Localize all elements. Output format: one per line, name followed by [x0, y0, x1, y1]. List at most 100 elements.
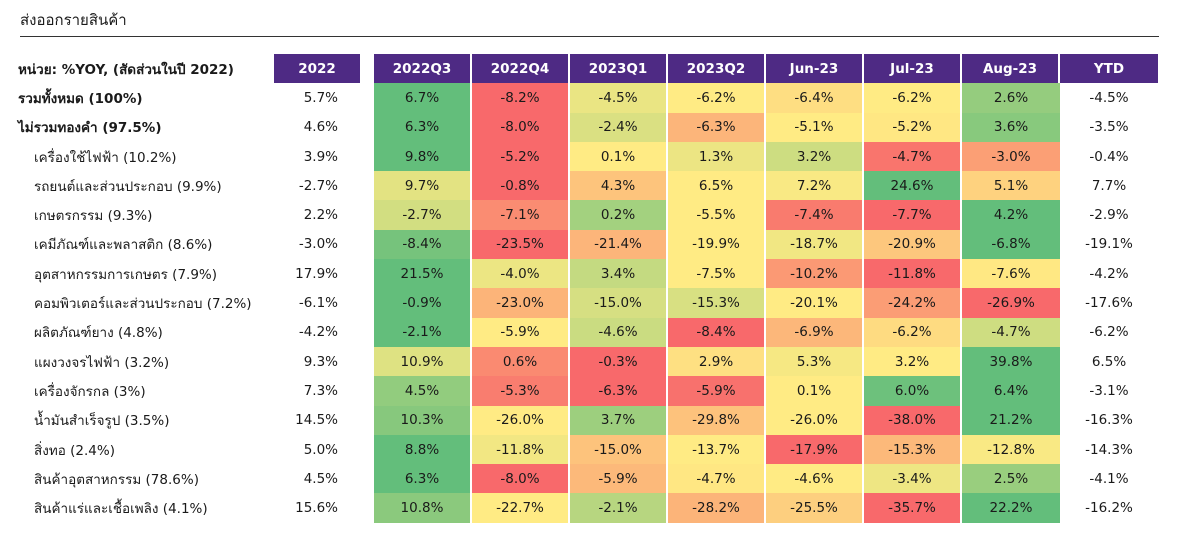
- column-gap: [360, 288, 374, 317]
- heatmap-cell: -7.6%: [962, 259, 1060, 289]
- heatmap-cell: -0.8%: [472, 171, 570, 201]
- heatmap-cell: 4.2%: [962, 200, 1060, 230]
- column-gap: [360, 318, 374, 347]
- heatmap-cell: 6.3%: [374, 112, 472, 142]
- table-row: สินค้าแร่และเชื้อเพลิง (4.1%) 15.6% 10.8% -…: [18, 493, 1158, 523]
- heatmap-cell: -15.3%: [864, 434, 962, 465]
- heatmap-cell: -6.3%: [668, 112, 766, 142]
- column-header: Jul-23: [864, 54, 962, 84]
- heatmap-cell: 3.2%: [864, 346, 962, 377]
- table-row: รวมทั้งหมด (100%) 5.7% 6.7% -8.2% -4.5% -6.2%…: [18, 83, 1158, 113]
- row-label: เครื่องใช้ไฟฟ้า (10.2%): [34, 149, 177, 166]
- heatmap-cell: -7.4%: [766, 200, 864, 230]
- row-label: อุตสาหกรรมการเกษตร (7.9%): [34, 266, 218, 283]
- title-divider: [20, 36, 1159, 37]
- column-gap: [360, 171, 374, 200]
- heatmap-cell: -8.2%: [472, 83, 570, 113]
- row-label: แผงวงจรไฟฟ้า (3.2%): [34, 354, 170, 371]
- cell-ytd: -14.3%: [1085, 441, 1133, 458]
- heatmap-cell: 21.5%: [374, 259, 472, 289]
- table-row: คอมพิวเตอร์และส่วนประกอบ (7.2%) -6.1% -0.9…: [18, 288, 1158, 318]
- heatmap-cell: -24.2%: [864, 288, 962, 318]
- cell-2022: 5.0%: [303, 441, 338, 458]
- heatmap-cell: 8.8%: [374, 434, 472, 465]
- heatmap-cell: 39.8%: [962, 346, 1060, 377]
- heatmap-cell: -0.3%: [570, 346, 668, 377]
- cell-ytd: -16.2%: [1085, 500, 1133, 517]
- column-header: 2022: [274, 54, 360, 84]
- column-header: Aug-23: [962, 54, 1060, 84]
- heatmap-cell: 6.3%: [374, 464, 472, 494]
- column-header: Jun-23: [766, 54, 864, 84]
- heatmap-cell: 10.9%: [374, 346, 472, 377]
- export-growth-table: หน่วย: %YOY, (สัดส่วนในปี 2022) 2022 202…: [18, 54, 1158, 523]
- cell-ytd: -17.6%: [1085, 295, 1133, 312]
- heatmap-cell: -2.7%: [374, 200, 472, 230]
- heatmap-cell: 0.1%: [766, 376, 864, 406]
- heatmap-cell: -6.2%: [864, 83, 962, 113]
- table-row: ไม่รวมทองคำ (97.5%) 4.6% 6.3% -8.0% -2.4% -6.…: [18, 112, 1158, 142]
- cell-2022: 2.2%: [303, 207, 338, 224]
- cell-2022: -6.1%: [298, 295, 338, 312]
- heatmap-cell: -6.8%: [962, 229, 1060, 260]
- heatmap-cell: -3.0%: [962, 141, 1060, 172]
- heatmap-cell: -8.0%: [472, 464, 570, 494]
- heatmap-cell: 2.5%: [962, 464, 1060, 494]
- cell-2022: 4.5%: [303, 470, 338, 487]
- heatmap-cell: 22.2%: [962, 493, 1060, 523]
- column-gap: [360, 54, 374, 84]
- cell-ytd: -4.5%: [1089, 89, 1129, 106]
- row-label: รถยนต์และส่วนประกอบ (9.9%): [34, 178, 222, 195]
- cell-2022: 4.6%: [303, 119, 338, 136]
- table-row: สิ่งทอ (2.4%) 5.0% 8.8% -11.8% -15.0% -13.7% -…: [18, 434, 1158, 465]
- heatmap-cell: 6.7%: [374, 83, 472, 113]
- column-gap: [360, 200, 374, 229]
- heatmap-cell: -17.9%: [766, 434, 864, 465]
- column-header: YTD: [1060, 54, 1158, 84]
- row-label: เคมีภัณฑ์และพลาสติก (8.6%): [34, 237, 213, 254]
- row-label: เครื่องจักรกล (3%): [34, 383, 146, 400]
- table-row: เครื่องจักรกล (3%) 7.3% 4.5% -5.3% -6.3% -5.9…: [18, 376, 1158, 406]
- heatmap-cell: -35.7%: [864, 493, 962, 523]
- heatmap-cell: 24.6%: [864, 171, 962, 201]
- table-body: รวมทั้งหมด (100%) 5.7% 6.7% -8.2% -4.5% -6.2%…: [18, 83, 1158, 523]
- table-row: น้ำมันสำเร็จรูป (3.5%) 14.5% 10.3% -26.0% 3.…: [18, 405, 1158, 435]
- cell-2022: -2.7%: [298, 177, 338, 194]
- heatmap-cell: -6.9%: [766, 317, 864, 347]
- heatmap-cell: -15.0%: [570, 434, 668, 465]
- heatmap-cell: 10.8%: [374, 493, 472, 523]
- heatmap-cell: -0.9%: [374, 288, 472, 318]
- heatmap-cell: -7.5%: [668, 259, 766, 289]
- table-row: เกษตรกรรม (9.3%) 2.2% -2.7% -7.1% 0.2% -5.5% -…: [18, 200, 1158, 230]
- column-gap: [360, 259, 374, 288]
- heatmap-cell: -5.2%: [864, 112, 962, 142]
- heatmap-cell: -6.4%: [766, 83, 864, 113]
- heatmap-cell: -5.3%: [472, 376, 570, 406]
- heatmap-cell: -4.7%: [962, 317, 1060, 347]
- cell-ytd: -3.5%: [1089, 119, 1129, 136]
- heatmap-cell: -11.8%: [864, 259, 962, 289]
- row-label: ผลิตภัณฑ์ยาง (4.8%): [34, 325, 163, 342]
- table-row: รถยนต์และส่วนประกอบ (9.9%) -2.7% 9.7% -0.8%…: [18, 171, 1158, 201]
- heatmap-cell: -26.9%: [962, 288, 1060, 318]
- row-label: เกษตรกรรม (9.3%): [34, 208, 153, 225]
- cell-ytd: -16.3%: [1085, 412, 1133, 429]
- heatmap-cell: -15.0%: [570, 288, 668, 318]
- heatmap-cell: -8.4%: [668, 317, 766, 347]
- row-label: คอมพิวเตอร์และส่วนประกอบ (7.2%): [34, 296, 252, 313]
- heatmap-cell: -4.0%: [472, 259, 570, 289]
- heatmap-cell: 7.2%: [766, 171, 864, 201]
- heatmap-cell: -8.4%: [374, 229, 472, 260]
- cell-ytd: -6.2%: [1089, 324, 1129, 341]
- column-header: 2022Q4: [472, 54, 570, 84]
- heatmap-cell: 4.5%: [374, 376, 472, 406]
- heatmap-cell: -13.7%: [668, 434, 766, 465]
- heatmap-cell: 4.3%: [570, 171, 668, 201]
- heatmap-cell: -26.0%: [766, 405, 864, 435]
- heatmap-cell: -26.0%: [472, 405, 570, 435]
- page-title: ส่งออกรายสินค้า: [20, 11, 127, 29]
- cell-2022: 3.9%: [303, 148, 338, 165]
- column-gap: [360, 230, 374, 259]
- column-header: 2023Q2: [668, 54, 766, 84]
- heatmap-cell: -5.2%: [472, 141, 570, 172]
